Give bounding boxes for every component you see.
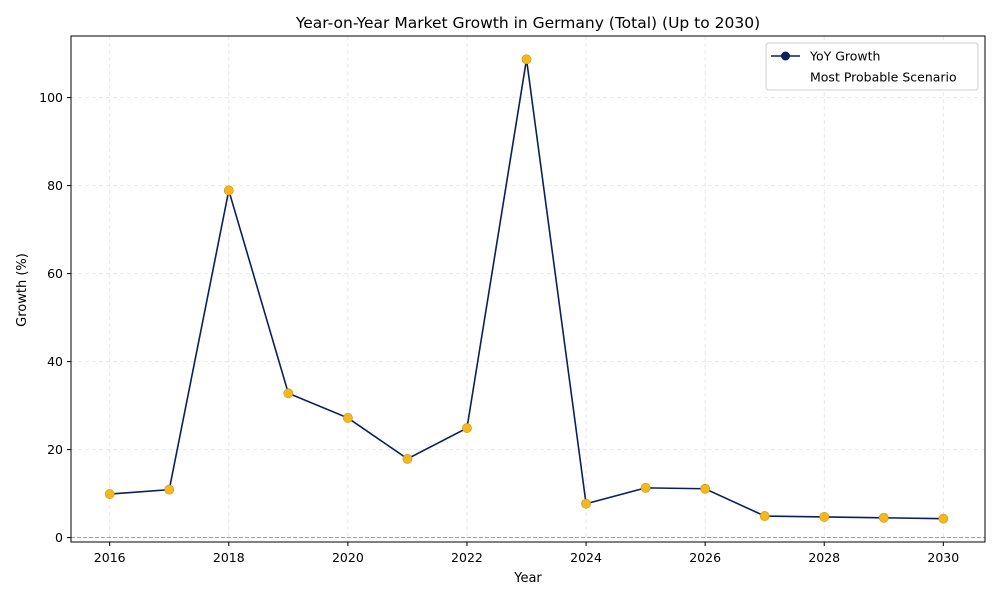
data-point	[104, 489, 115, 499]
x-tick-label: 2022	[451, 550, 483, 565]
legend: YoY Growth Most Probable Scenario	[765, 42, 979, 91]
x-tick-label: 2024	[570, 550, 602, 565]
data-point	[342, 413, 353, 423]
y-axis-label: Growth (%)	[15, 253, 30, 327]
data-point	[938, 513, 949, 524]
data-point	[640, 482, 651, 493]
data-point	[521, 54, 532, 65]
data-point	[581, 498, 591, 509]
y-tick-label: 60	[47, 266, 63, 281]
legend-entry-yoy-growth: YoY Growth	[809, 49, 880, 64]
data-point	[878, 512, 889, 523]
y-tick-label: 40	[47, 354, 63, 369]
legend-entry-most-probable-scenario: Most Probable Scenario	[810, 70, 957, 85]
data-point	[759, 511, 770, 521]
x-tick-label: 2020	[332, 550, 364, 565]
data-point	[700, 483, 711, 494]
data-point	[462, 423, 472, 433]
x-axis-label: Year	[513, 571, 542, 586]
series-layer	[104, 54, 949, 524]
x-tick-label: 2028	[808, 550, 840, 565]
legend-box	[765, 42, 979, 91]
x-axis: 2016 2018 2020 2022 2024 2026 2028 2030	[94, 542, 959, 565]
y-tick-label: 0	[55, 530, 63, 545]
data-point	[402, 453, 413, 464]
data-point	[223, 185, 234, 196]
plot-frame	[70, 35, 986, 543]
data-point	[819, 512, 830, 522]
legend-marker-swatch	[781, 51, 790, 61]
x-tick-label: 2016	[94, 550, 126, 565]
x-tick-label: 2026	[689, 550, 721, 565]
grid	[71, 36, 985, 542]
x-tick-label: 2030	[927, 550, 959, 565]
data-point	[283, 388, 294, 399]
chart-title: Year-on-Year Market Growth in Germany (T…	[295, 14, 760, 32]
y-tick-label: 20	[47, 442, 63, 457]
y-tick-label: 100	[39, 90, 63, 105]
y-axis: 0 20 40 60 80 100	[39, 90, 71, 545]
data-point	[164, 484, 175, 495]
y-tick-label: 80	[47, 178, 63, 193]
x-tick-label: 2018	[213, 550, 245, 565]
